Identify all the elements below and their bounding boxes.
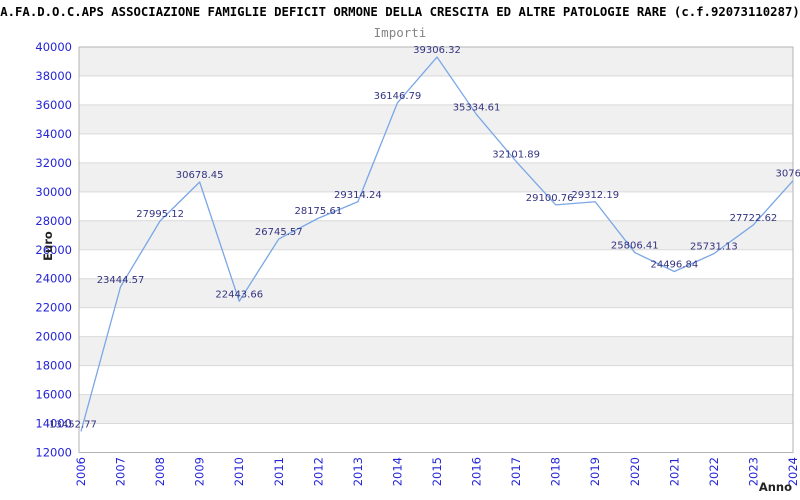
data-point-label: 13452.77 [49,419,97,430]
data-point-label: 22443.66 [215,289,263,300]
x-tick-label: 2016 [470,457,484,486]
plot-band [79,162,793,192]
data-point-label: 24496.84 [650,260,698,271]
y-tick-label: 18000 [35,359,72,373]
data-point-label: 30768. [776,169,800,180]
plot-band [79,278,793,308]
plot-band [79,47,793,76]
chart-subtitle: Importi [373,25,427,40]
y-tick-label: 22000 [35,301,72,315]
x-tick-label: 2009 [193,457,207,486]
plot-band [79,104,793,134]
data-point-label: 27995.12 [136,209,184,220]
x-axis-title: Anno [759,480,792,494]
x-tick-label: 2014 [390,457,404,486]
y-tick-label: 12000 [35,446,72,460]
x-tick-label: 2010 [232,457,246,486]
y-tick-label: 34000 [35,127,72,141]
x-tick-label: 2007 [114,457,128,486]
y-tick-label: 14000 [35,417,72,431]
x-tick-label: 2015 [430,457,444,486]
x-tick-label: 2023 [746,457,760,486]
x-tick-label: 2006 [74,457,88,486]
data-point-label: 23444.57 [97,275,145,286]
y-tick-label: 40000 [35,40,72,54]
x-tick-label: 2011 [272,457,286,486]
x-tick-label: 2024 [786,457,800,486]
plot-border [78,46,794,453]
y-axis-title: Euro [41,231,55,261]
x-tick-label: 2018 [549,457,563,486]
x-tick-label: 2012 [311,457,325,486]
data-point-label: 39306.32 [413,45,461,56]
data-point-label: 32101.89 [492,149,540,160]
data-point-label: 25731.13 [690,242,738,253]
data-point-label: 30678.45 [176,170,224,181]
y-tick-label: 36000 [35,98,72,112]
x-tick-label: 2019 [588,457,602,486]
data-point-label: 36146.79 [374,91,422,102]
y-tick-label: 32000 [35,156,72,170]
y-tick-label: 28000 [35,214,72,228]
x-tick-label: 2021 [667,457,681,486]
x-tick-label: 2008 [153,457,167,486]
y-tick-label: 26000 [35,243,72,257]
data-point-label: 29312.19 [571,190,619,201]
y-tick-label: 16000 [35,388,72,402]
data-point-label: 29100.76 [526,193,574,204]
chart-title: A.FA.D.O.C.APS ASSOCIAZIONE FAMIGLIE DEF… [0,5,800,19]
y-tick-label: 24000 [35,272,72,286]
plot-band [79,336,793,366]
data-point-label: 29314.24 [334,190,382,201]
data-point-label: 27722.62 [730,213,778,224]
chart-line [80,56,794,432]
x-tick-label: 2022 [707,457,721,486]
plot-band [79,394,793,424]
x-tick-label: 2020 [628,457,642,486]
data-point-label: 26745.57 [255,227,303,238]
data-point-label: 28175.61 [294,206,342,217]
y-tick-label: 30000 [35,185,72,199]
data-point-label: 25806.41 [611,241,659,252]
plot-band [79,220,793,250]
x-tick-label: 2017 [509,457,523,486]
y-tick-label: 38000 [35,69,72,83]
x-tick-label: 2013 [351,457,365,486]
y-tick-label: 20000 [35,330,72,344]
data-point-label: 35334.61 [453,103,501,114]
